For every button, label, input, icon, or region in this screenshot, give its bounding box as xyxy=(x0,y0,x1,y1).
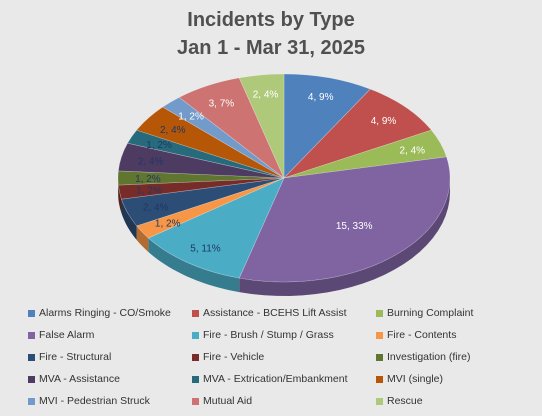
legend-swatch xyxy=(28,309,35,317)
legend-label: Mutual Aid xyxy=(203,395,253,407)
pie-slice-burning-complaint xyxy=(283,129,447,179)
data-label: 2, 4% xyxy=(138,157,164,168)
legend-label: Fire - Contents xyxy=(387,329,457,341)
legend-label: Fire - Vehicle xyxy=(203,351,265,363)
legend-swatch xyxy=(192,375,199,383)
legend-swatch xyxy=(28,397,35,405)
legend-item: False Alarm xyxy=(28,326,192,344)
pie-slice-side-5 xyxy=(136,225,149,252)
legend-swatch xyxy=(192,309,199,317)
legend-item: Fire - Structural xyxy=(28,348,192,366)
pie-depth xyxy=(118,178,450,296)
legend-label: False Alarm xyxy=(39,329,95,341)
legend-label: Alarms Ringing - CO/Smoke xyxy=(39,307,171,319)
legend-item: Alarms Ringing - CO/Smoke xyxy=(28,304,192,322)
legend-swatch xyxy=(376,375,383,383)
legend-label: Fire - Structural xyxy=(39,351,112,363)
data-label: 2, 4% xyxy=(160,125,186,136)
legend-swatch xyxy=(376,309,383,317)
pie-slice-assistance-bcehs-lift-assist xyxy=(283,88,432,179)
pie-slice-mva-assistance xyxy=(118,142,285,179)
pie-slice-side-7 xyxy=(118,185,122,214)
data-label: 1, 2% xyxy=(178,112,204,123)
pie-top xyxy=(117,73,451,283)
data-label: 2, 4% xyxy=(143,203,169,214)
legend-label: Investigation (fire) xyxy=(387,351,471,363)
legend-item: MVI (single) xyxy=(376,370,526,388)
data-label: 1, 2% xyxy=(135,174,161,185)
legend-swatch xyxy=(28,353,35,361)
pie-slice-fire-structural xyxy=(121,177,285,227)
legend-label: MVI - Pedestrian Struck xyxy=(39,395,150,407)
pie-slice-fire-vehicle xyxy=(118,177,285,200)
legend-swatch xyxy=(28,375,35,383)
legend-swatch xyxy=(28,331,35,339)
legend-swatch xyxy=(376,397,383,405)
chart-title: Incidents by Type Jan 1 - Mar 31, 2025 xyxy=(0,6,542,62)
pie-slice-false-alarm xyxy=(238,156,451,283)
pie-slice-side-6 xyxy=(121,199,137,240)
data-label: 5, 11% xyxy=(190,244,220,255)
data-label: 3, 7% xyxy=(209,98,235,109)
data-label: 1, 2% xyxy=(146,140,172,151)
data-label: 2, 4% xyxy=(400,145,426,156)
legend-item: MVA - Assistance xyxy=(28,370,192,388)
data-label: 1, 2% xyxy=(136,186,162,197)
legend-label: MVI (single) xyxy=(387,373,444,385)
legend-item: MVA - Extrication/Embankment xyxy=(192,370,376,388)
legend-item: Burning Complaint xyxy=(376,304,526,322)
pie-slice-side-3 xyxy=(239,178,450,296)
data-labels: 4, 9% 4, 9% 2, 4% 15, 33% 5, 11% 1, 2% 2, 4% 1,… xyxy=(135,90,425,255)
legend-swatch xyxy=(376,331,383,339)
legend-label: MVA - Assistance xyxy=(39,373,120,385)
chart-title-line1: Incidents by Type xyxy=(187,9,355,31)
chart-title-line2: Jan 1 - Mar 31, 2025 xyxy=(177,37,365,59)
legend-item: Fire - Contents xyxy=(376,326,526,344)
data-label: 15, 33% xyxy=(336,221,373,232)
chart-legend: Alarms Ringing - CO/Smoke Assistance - BC… xyxy=(28,304,528,410)
legend-item: Fire - Vehicle xyxy=(192,348,376,366)
legend-item: Fire - Brush / Stump / Grass xyxy=(192,326,376,344)
legend-swatch xyxy=(192,397,199,405)
legend-label: Fire - Brush / Stump / Grass xyxy=(203,329,334,341)
pie-slice-mvi-single xyxy=(136,106,285,179)
data-label: 4, 9% xyxy=(371,116,397,127)
legend-swatch xyxy=(192,331,199,339)
data-label: 4, 9% xyxy=(308,92,334,103)
pie-slice-mutual-aid xyxy=(178,77,285,179)
pie-slice-mva-extrication-embankment xyxy=(127,129,285,179)
pie-slice-fire-brush-stump-grass xyxy=(147,177,285,279)
legend-swatch xyxy=(192,353,199,361)
legend-item: Assistance - BCEHS Lift Assist xyxy=(192,304,376,322)
legend-label: Rescue xyxy=(387,395,423,407)
legend-label: Burning Complaint xyxy=(387,307,474,319)
legend-label: MVA - Extrication/Embankment xyxy=(203,373,348,385)
legend-item: Rescue xyxy=(376,392,526,410)
pie-slice-rescue xyxy=(238,73,285,179)
legend-item: Mutual Aid xyxy=(192,392,376,410)
pie-slice-investigation-fire xyxy=(117,170,285,186)
pie-slice-fire-contents xyxy=(136,177,285,239)
legend-item: MVI - Pedestrian Struck xyxy=(28,392,192,410)
legend-label: Assistance - BCEHS Lift Assist xyxy=(203,307,347,319)
legend-swatch xyxy=(376,353,383,361)
data-label: 2, 4% xyxy=(253,90,279,101)
pie-slice-mvi-pedestrian-struck xyxy=(162,96,285,179)
pie-slice-alarms-ringing-co-smoke xyxy=(283,73,371,179)
data-label: 1, 2% xyxy=(155,218,181,229)
legend-item: Investigation (fire) xyxy=(376,348,526,366)
pie-slice-side-4 xyxy=(148,237,240,293)
